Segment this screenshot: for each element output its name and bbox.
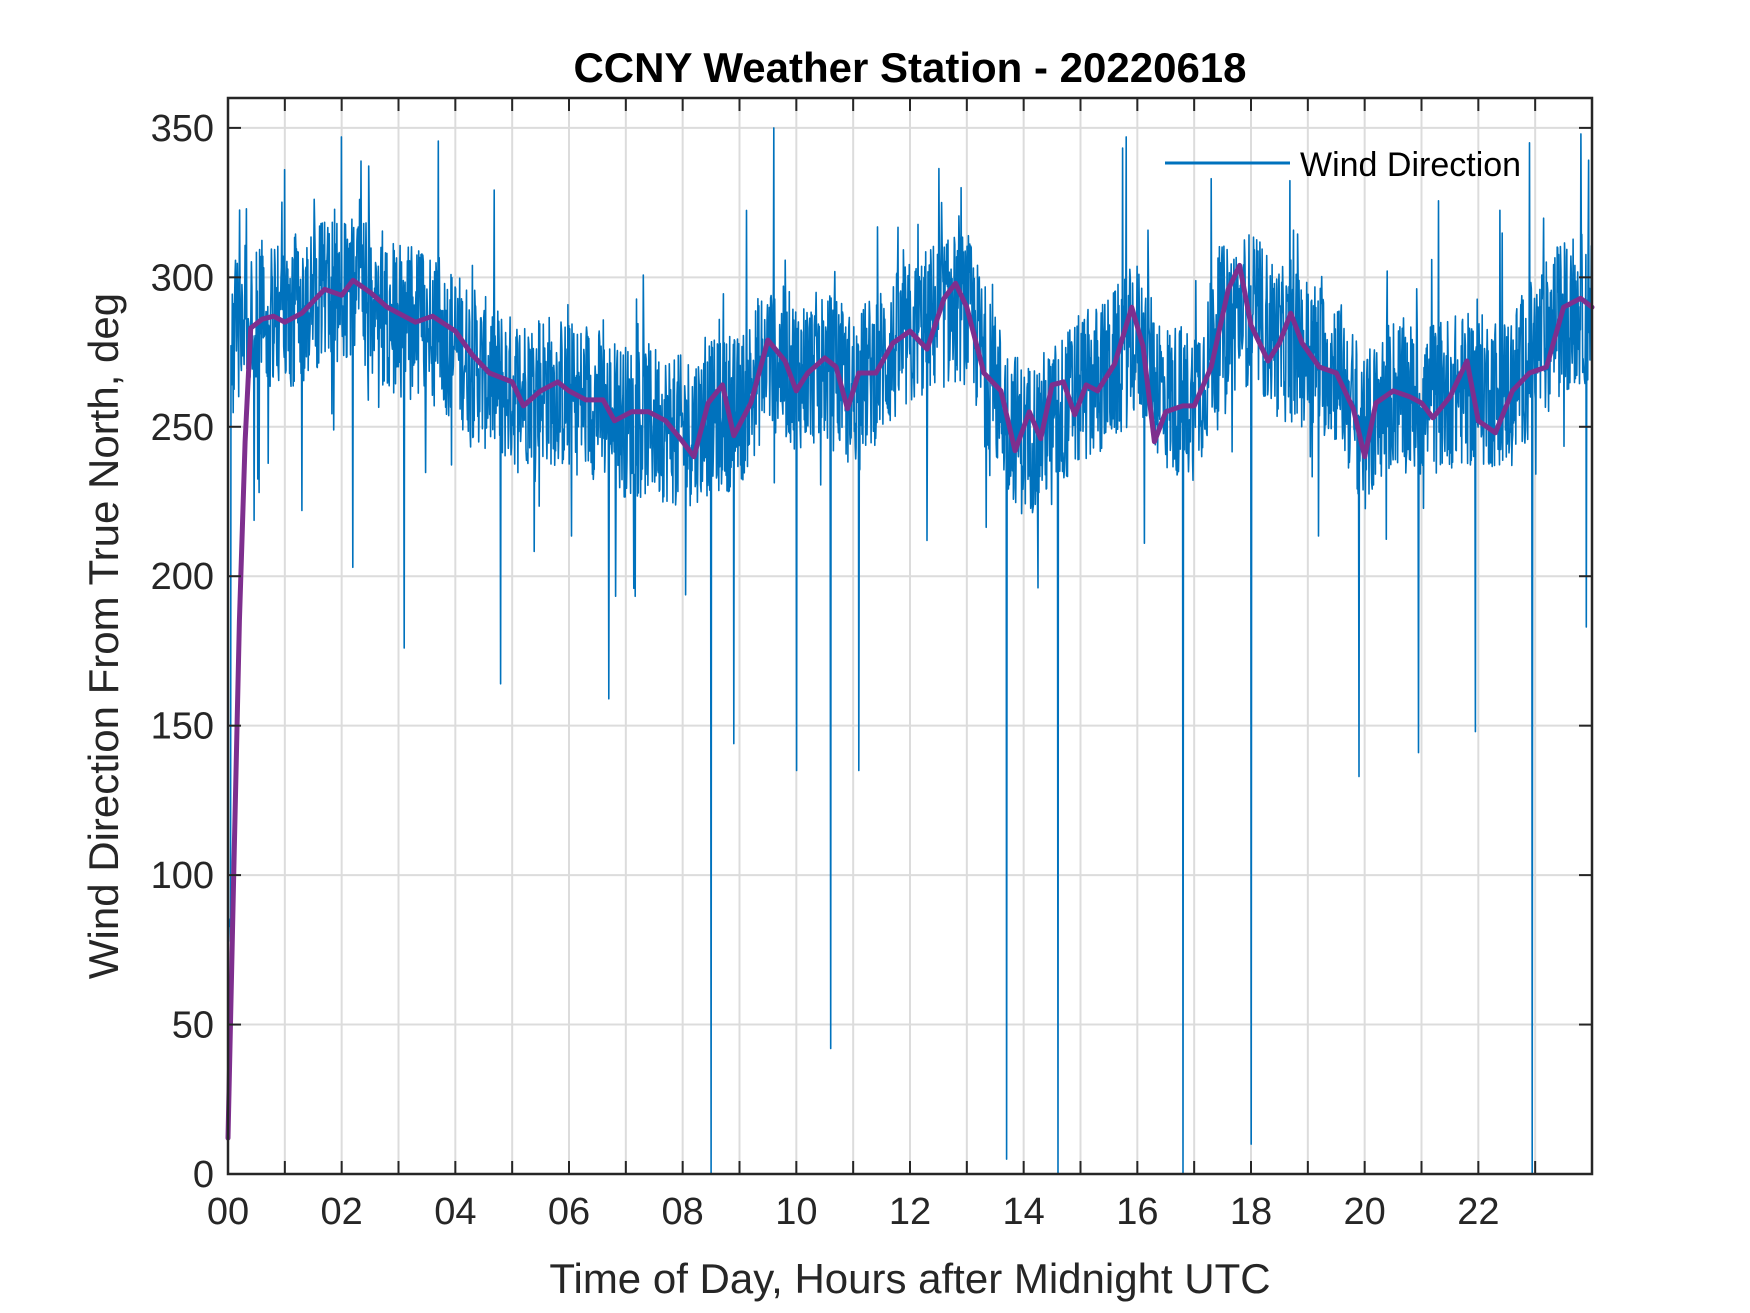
x-tick-label: 14 [1003,1191,1045,1233]
x-tick-label: 20 [1344,1191,1386,1233]
x-tick-label: 12 [889,1191,931,1233]
y-tick-label: 300 [151,257,214,299]
y-tick-label: 250 [151,407,214,449]
x-tick-label: 04 [434,1191,476,1233]
legend-label-wind-direction: Wind Direction [1300,146,1521,184]
wind-direction-line [228,127,1593,1175]
y-tick-label: 200 [151,556,214,598]
wind-direction-series [228,127,1593,1175]
y-tick-label: 100 [151,855,214,897]
running-mean-line [225,262,1595,1141]
x-tick-label: 06 [548,1191,590,1233]
x-tick-label: 10 [775,1191,817,1233]
legend: Wind Direction [1165,146,1521,184]
x-tick-label: 18 [1230,1191,1272,1233]
running-mean-series [225,262,1595,1141]
y-tick-label: 150 [151,706,214,748]
axes [226,96,1594,1176]
y-tick-label: 50 [172,1005,214,1047]
chart-title: CCNY Weather Station - 20220618 [573,44,1246,91]
x-axis-label: Time of Day, Hours after Midnight UTC [549,1255,1270,1302]
y-axis-label: Wind Direction From True North, deg [80,293,127,979]
y-tick-labels: 0 50 100 150 200 250 300 350 [151,108,214,1196]
x-tick-label: 22 [1457,1191,1499,1233]
x-tick-label: 16 [1116,1191,1158,1233]
x-tick-label: 08 [662,1191,704,1233]
x-tick-label: 00 [207,1191,249,1233]
x-tick-labels: 00 02 04 06 08 10 12 14 16 18 20 22 [207,1191,1500,1233]
x-tick-label: 02 [321,1191,363,1233]
y-tick-label: 0 [193,1154,214,1196]
y-tick-label: 350 [151,108,214,150]
